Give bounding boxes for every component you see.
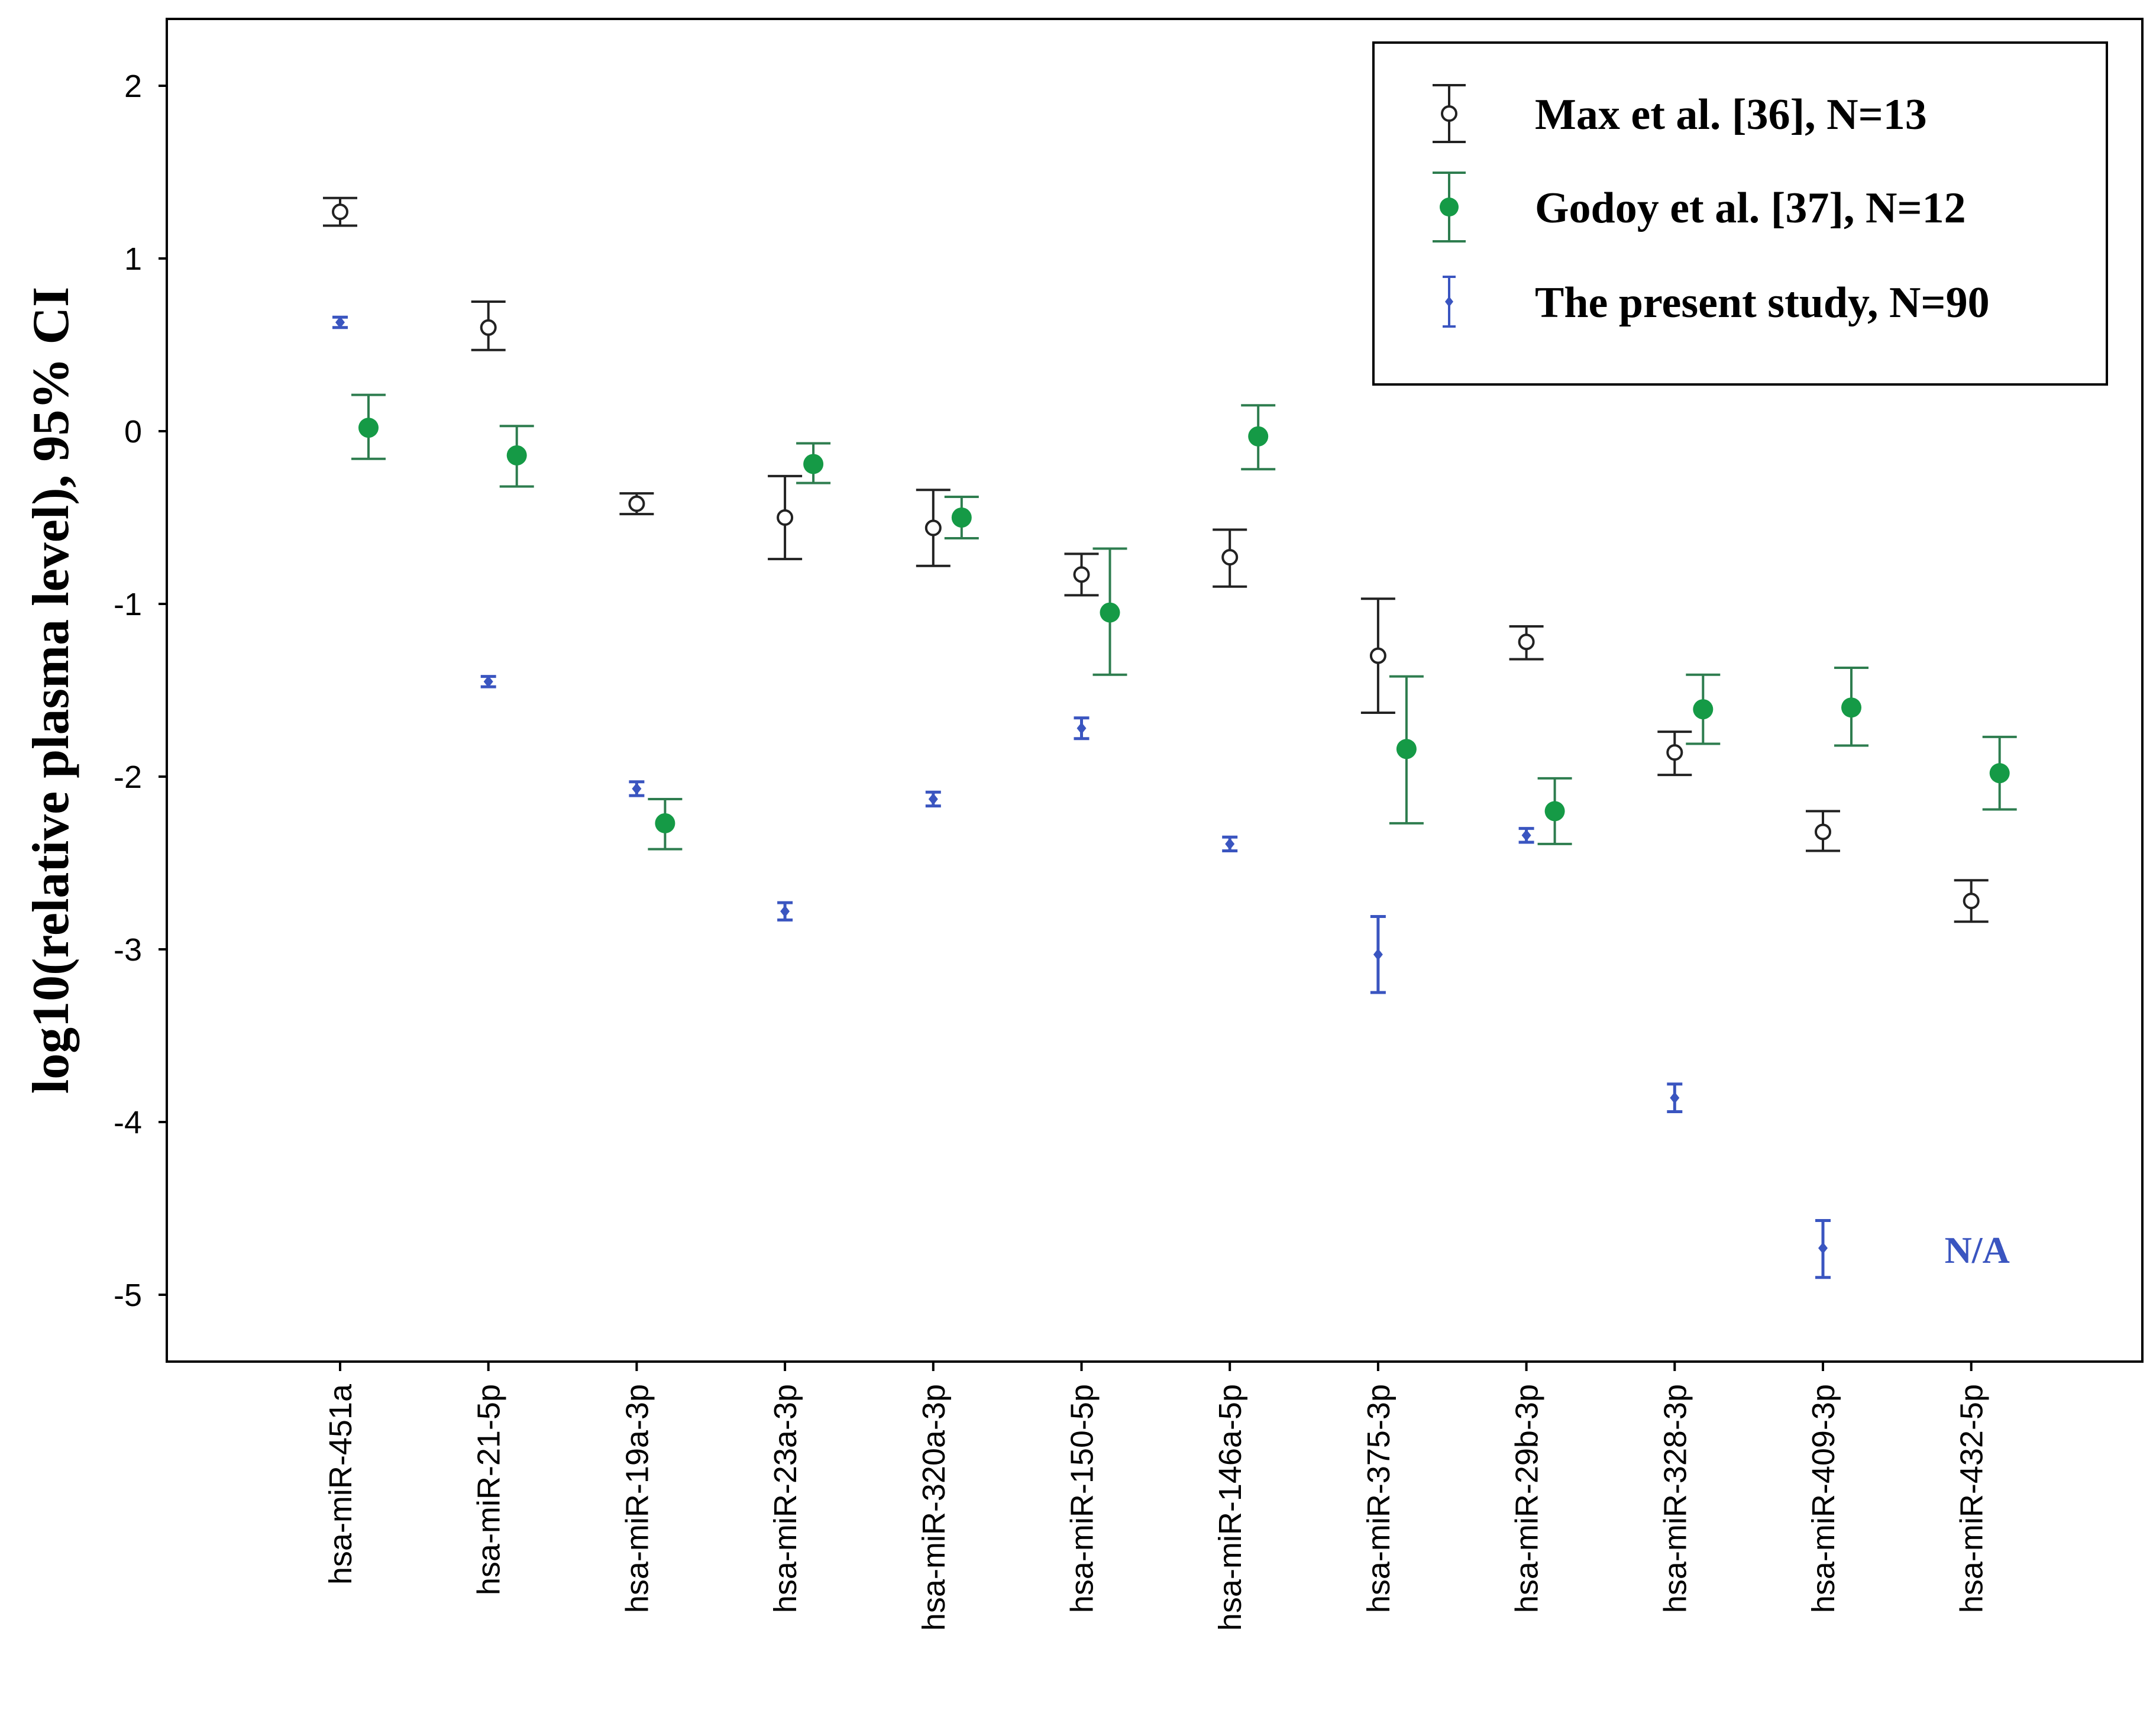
data-point (1221, 549, 1239, 566)
x-tick-label: hsa-miR-29b-3p (1509, 1384, 1545, 1613)
data-point (1963, 893, 1980, 910)
data-point (1666, 744, 1683, 761)
data-point (924, 519, 942, 536)
legend-marker (1441, 105, 1457, 122)
na-annotation: N/A (1945, 1229, 2010, 1271)
series-0 (323, 196, 1989, 923)
x-tick-label: hsa-miR-21-5p (471, 1384, 507, 1595)
x-axis: hsa-miR-451a hsa-miR-21-5p hsa-miR-19a-3p h… (323, 1362, 1990, 1631)
x-tick-label: hsa-miR-432-5p (1954, 1384, 1990, 1613)
data-point (803, 454, 824, 474)
data-point (1693, 699, 1714, 720)
legend: Max et al. [36], N=13 Godoy et al. [37], … (1372, 41, 2108, 386)
data-point (480, 319, 497, 336)
legend-label: The present study, N=90 (1535, 279, 1990, 327)
x-tick-label: hsa-miR-150-5p (1065, 1384, 1100, 1613)
y-tick-label: -1 (114, 587, 142, 622)
data-point (1544, 801, 1565, 822)
data-point (1818, 1242, 1828, 1255)
data-point (1989, 763, 2010, 784)
y-tick-label: -2 (114, 759, 142, 795)
x-tick-label: hsa-miR-19a-3p (619, 1384, 655, 1613)
data-point (335, 316, 345, 329)
data-point (332, 203, 348, 221)
plot-frame (166, 18, 2144, 1363)
x-tick-label: hsa-miR-409-3p (1806, 1384, 1841, 1613)
data-point (632, 783, 642, 795)
x-tick-label: hsa-miR-23a-3p (768, 1384, 803, 1613)
x-tick-label: hsa-miR-146a-5p (1213, 1384, 1248, 1631)
data-point (655, 813, 675, 833)
data-point (1670, 1092, 1680, 1104)
y-tick-label: -4 (114, 1105, 142, 1140)
data-point (1248, 426, 1269, 447)
data-point (1076, 722, 1087, 735)
y-tick-label: -3 (114, 932, 142, 968)
y-axis: 2 1 0 -1 -2 -3 -4 -5 (114, 69, 167, 1313)
data-point (1373, 948, 1383, 961)
legend-marker (1440, 198, 1459, 216)
legend-label: Max et al. [36], N=13 (1535, 90, 1927, 139)
data-point (1100, 602, 1120, 623)
data-point (1815, 823, 1831, 840)
legend-item-1: Godoy et al. [37], N=12 (1433, 172, 1966, 243)
data-point (1518, 633, 1535, 651)
x-tick-label: hsa-miR-375-3p (1361, 1384, 1396, 1613)
data-point (1521, 829, 1531, 842)
legend-item-2: The present study, N=90 (1443, 276, 1990, 328)
data-point (506, 445, 527, 465)
data-point (628, 495, 645, 512)
data-point (358, 418, 379, 438)
x-tick-label: hsa-miR-328-3p (1657, 1384, 1693, 1613)
data-point (928, 793, 938, 805)
x-tick-label: hsa-miR-320a-3p (916, 1384, 952, 1631)
data-point (1225, 838, 1235, 850)
data-point (1073, 566, 1090, 583)
x-tick-label: hsa-miR-451a (323, 1383, 358, 1585)
data-point (1396, 739, 1417, 759)
data-point (777, 509, 794, 526)
data-point (1369, 647, 1386, 664)
data-point (780, 905, 790, 917)
legend-label: Godoy et al. [37], N=12 (1535, 184, 1966, 232)
y-tick-label: 0 (124, 414, 142, 450)
y-tick-label: -5 (114, 1278, 142, 1313)
legend-marker (1445, 296, 1453, 307)
legend-box (1372, 41, 2108, 386)
series-1 (351, 393, 2017, 851)
y-tick-label: 1 (124, 241, 142, 277)
data-point (483, 675, 493, 688)
y-tick-label: 2 (124, 69, 142, 104)
data-point (1841, 697, 1861, 718)
series-layer (323, 196, 2017, 1279)
y-axis-label: log10(relative plasma level), 95% CI (22, 287, 80, 1094)
series-2 (332, 315, 1831, 1279)
legend-item-0: Max et al. [36], N=13 (1433, 84, 1927, 143)
data-point (951, 507, 972, 528)
